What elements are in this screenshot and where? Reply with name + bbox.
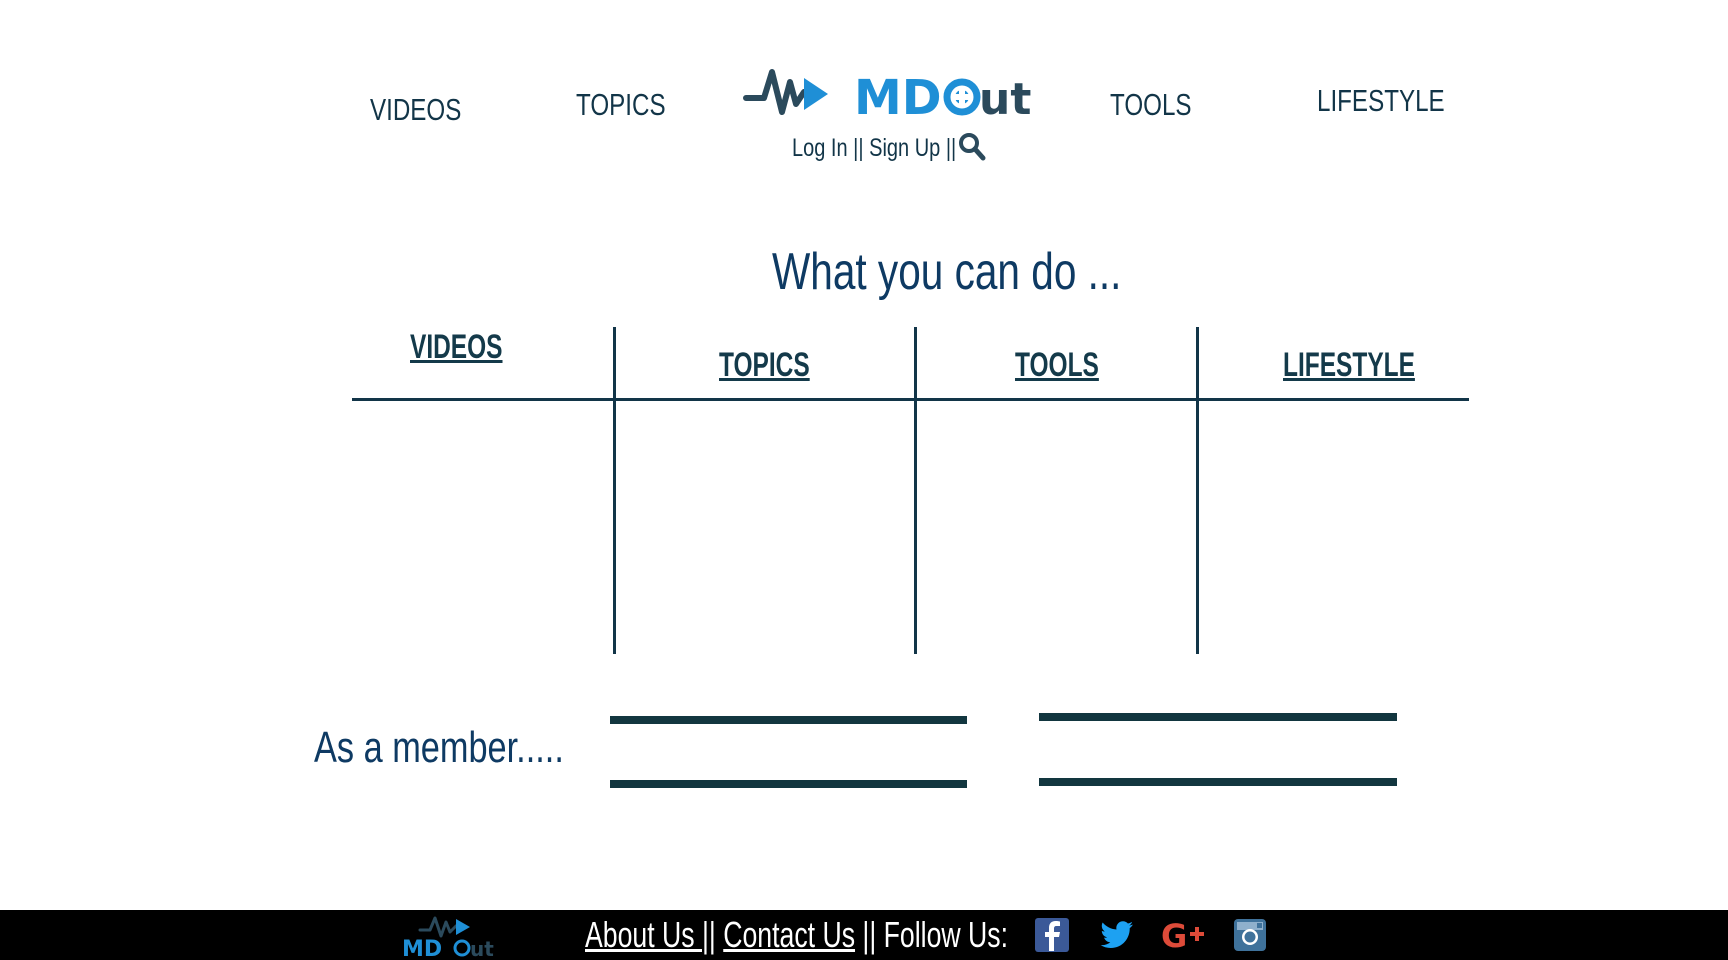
nav-lifestyle[interactable]: LIFESTYLE <box>1317 83 1481 119</box>
placeholder-bar <box>610 780 967 788</box>
twitter-icon[interactable] <box>1099 917 1135 953</box>
page-headline-text: What you can do ... <box>772 243 1122 301</box>
search-icon[interactable] <box>958 132 986 162</box>
auth-links: Log In || Sign Up || <box>792 130 997 166</box>
grid-header-divider <box>352 398 1469 401</box>
instagram-icon[interactable] <box>1232 917 1268 953</box>
footer-logo[interactable]: MD ut <box>400 912 506 958</box>
signup-link[interactable]: Sign Up <box>869 133 941 162</box>
about-us-link[interactable]: About Us <box>585 914 702 955</box>
auth-separator: || <box>847 133 870 162</box>
footer: MD ut About Us || Contact Us || Follow U… <box>0 910 1728 960</box>
page-headline: What you can do ... <box>772 242 1220 302</box>
placeholder-bar <box>1039 713 1397 721</box>
contact-us-link[interactable]: Contact Us <box>723 914 856 955</box>
column-head-lifestyle-label: LIFESTYLE <box>1283 346 1415 384</box>
column-head-topics[interactable]: TOPICS <box>719 345 845 385</box>
placeholder-bar <box>1039 778 1397 786</box>
column-head-tools-label: TOOLS <box>1015 346 1099 384</box>
column-head-topics-label: TOPICS <box>719 346 810 384</box>
auth-separator: || <box>940 133 957 162</box>
member-label-text: As a member..... <box>314 723 564 772</box>
column-head-tools[interactable]: TOOLS <box>1015 345 1132 385</box>
member-label: As a member..... <box>314 722 634 774</box>
login-link[interactable]: Log In <box>792 133 848 162</box>
logo-md-text: MD <box>854 70 942 126</box>
grid-column-divider <box>914 327 917 654</box>
column-head-videos[interactable]: VIDEOS <box>410 327 538 367</box>
grid-column-divider <box>613 327 616 654</box>
mdout-logo[interactable]: MD ut <box>742 64 1032 130</box>
column-head-lifestyle[interactable]: LIFESTYLE <box>1283 345 1466 385</box>
grid-column-divider <box>1196 327 1199 654</box>
nav-videos-label: VIDEOS <box>370 92 462 127</box>
nav-topics-label: TOPICS <box>576 87 666 122</box>
nav-topics[interactable]: TOPICS <box>576 87 691 123</box>
logo-ut-text: ut <box>979 74 1031 125</box>
facebook-icon[interactable] <box>1034 917 1070 953</box>
column-head-videos-label: VIDEOS <box>410 328 503 366</box>
footer-links: About Us || Contact Us || Follow Us: <box>585 914 1157 956</box>
nav-tools[interactable]: TOOLS <box>1110 87 1215 123</box>
footer-logo-md-text: MD <box>402 937 442 958</box>
follow-us-label: || Follow Us: <box>855 914 1009 955</box>
placeholder-bar <box>610 716 967 724</box>
google-plus-glyph: G <box>1161 917 1187 953</box>
footer-logo-ut-text: ut <box>470 937 494 958</box>
footer-separator: || <box>701 914 716 955</box>
nav-tools-label: TOOLS <box>1110 87 1192 122</box>
nav-lifestyle-label: LIFESTYLE <box>1317 83 1445 118</box>
nav-videos[interactable]: VIDEOS <box>370 92 487 128</box>
google-plus-icon[interactable]: G <box>1160 917 1208 953</box>
